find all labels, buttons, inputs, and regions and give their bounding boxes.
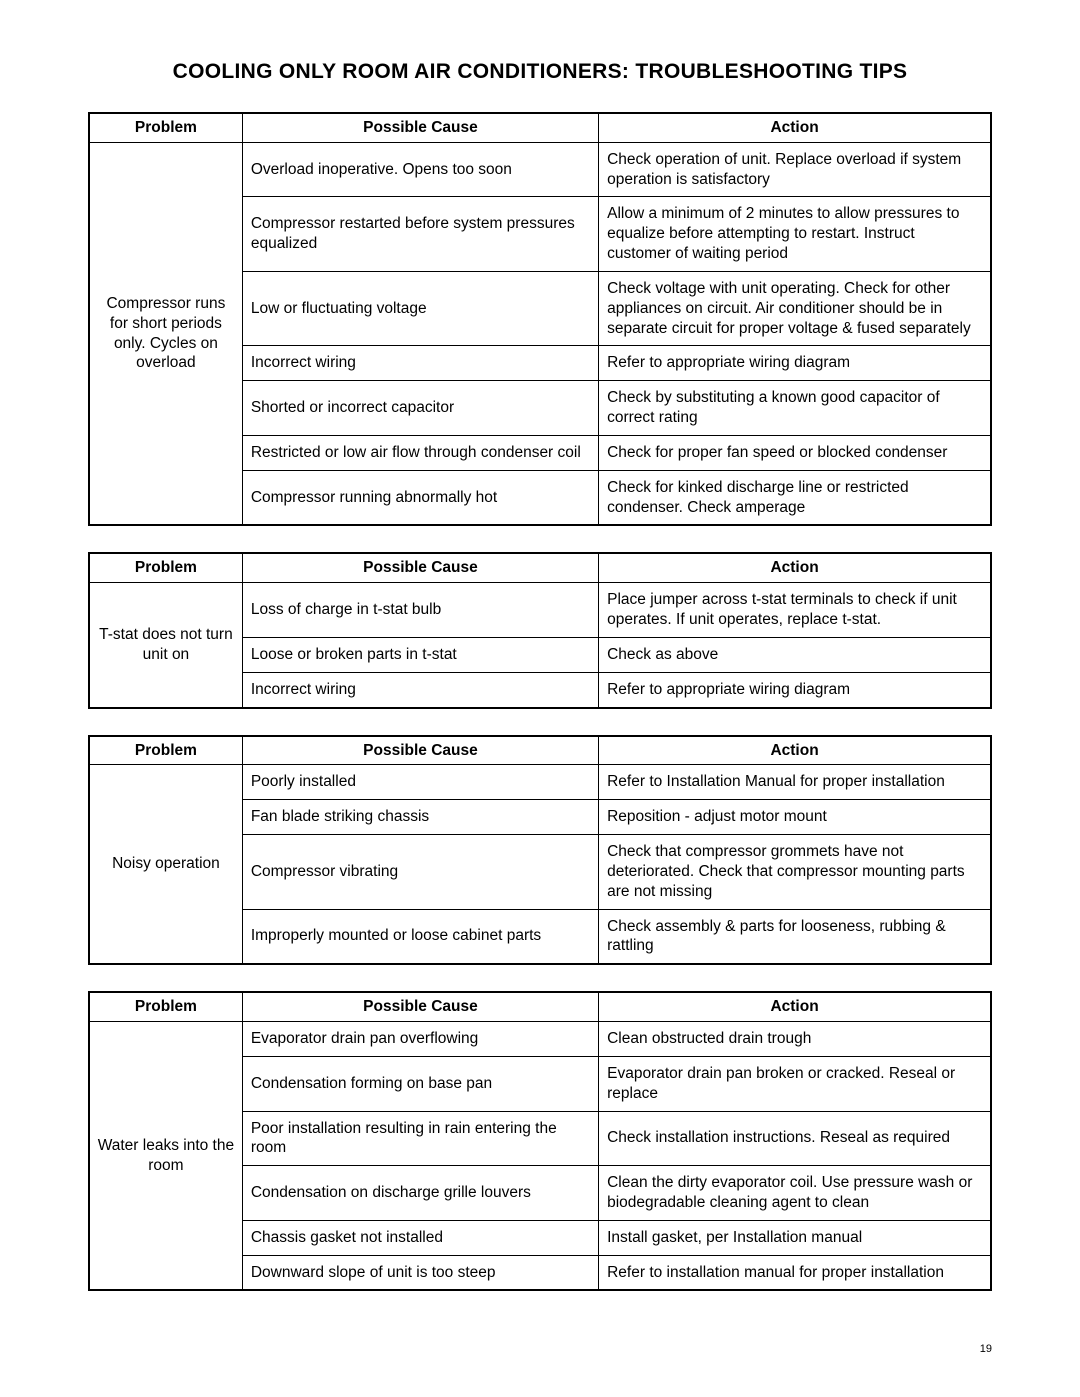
action-cell: Check that compressor grommets have not … xyxy=(599,835,991,909)
column-header-cause: Possible Cause xyxy=(242,736,598,765)
action-cell: Check by substituting a known good capac… xyxy=(599,381,991,436)
cause-cell: Condensation forming on base pan xyxy=(242,1056,598,1111)
action-cell: Check installation instructions. Reseal … xyxy=(599,1111,991,1166)
table-row: Compressor runs for short periods only. … xyxy=(89,142,991,197)
table-row: Noisy operationPoorly installedRefer to … xyxy=(89,765,991,800)
column-header-action: Action xyxy=(599,553,991,582)
column-header-problem: Problem xyxy=(89,736,242,765)
action-cell: Install gasket, per Installation manual xyxy=(599,1220,991,1255)
action-cell: Check as above xyxy=(599,637,991,672)
action-cell: Check for kinked discharge line or restr… xyxy=(599,470,991,525)
cause-cell: Low or fluctuating voltage xyxy=(242,271,598,345)
action-cell: Reposition - adjust motor mount xyxy=(599,800,991,835)
problem-cell: Compressor runs for short periods only. … xyxy=(89,142,242,525)
column-header-problem: Problem xyxy=(89,113,242,142)
action-cell: Check voltage with unit operating. Check… xyxy=(599,271,991,345)
troubleshooting-table: ProblemPossible CauseActionT-stat does n… xyxy=(88,552,992,708)
action-cell: Place jumper across t-stat terminals to … xyxy=(599,583,991,638)
action-cell: Evaporator drain pan broken or cracked. … xyxy=(599,1056,991,1111)
cause-cell: Downward slope of unit is too steep xyxy=(242,1255,598,1290)
problem-cell: T-stat does not turn unit on xyxy=(89,583,242,708)
action-cell: Clean obstructed drain trough xyxy=(599,1022,991,1057)
column-header-action: Action xyxy=(599,113,991,142)
problem-cell: Noisy operation xyxy=(89,765,242,964)
page-number: 19 xyxy=(980,1343,992,1355)
column-header-action: Action xyxy=(599,736,991,765)
tables-container: ProblemPossible CauseActionCompressor ru… xyxy=(88,112,992,1291)
cause-cell: Chassis gasket not installed xyxy=(242,1220,598,1255)
troubleshooting-table: ProblemPossible CauseActionNoisy operati… xyxy=(88,735,992,966)
column-header-problem: Problem xyxy=(89,992,242,1021)
action-cell: Refer to installation manual for proper … xyxy=(599,1255,991,1290)
action-cell: Check assembly & parts for looseness, ru… xyxy=(599,909,991,964)
page: COOLING ONLY ROOM AIR CONDITIONERS: TROU… xyxy=(0,0,1080,1397)
troubleshooting-table: ProblemPossible CauseActionCompressor ru… xyxy=(88,112,992,526)
action-cell: Check for proper fan speed or blocked co… xyxy=(599,435,991,470)
column-header-action: Action xyxy=(599,992,991,1021)
cause-cell: Condensation on discharge grille louvers xyxy=(242,1166,598,1221)
cause-cell: Poor installation resulting in rain ente… xyxy=(242,1111,598,1166)
action-cell: Allow a minimum of 2 minutes to allow pr… xyxy=(599,197,991,271)
cause-cell: Improperly mounted or loose cabinet part… xyxy=(242,909,598,964)
table-row: Water leaks into the roomEvaporator drai… xyxy=(89,1022,991,1057)
column-header-cause: Possible Cause xyxy=(242,553,598,582)
cause-cell: Compressor restarted before system press… xyxy=(242,197,598,271)
action-cell: Check operation of unit. Replace overloa… xyxy=(599,142,991,197)
cause-cell: Shorted or incorrect capacitor xyxy=(242,381,598,436)
cause-cell: Loss of charge in t-stat bulb xyxy=(242,583,598,638)
action-cell: Refer to Installation Manual for proper … xyxy=(599,765,991,800)
table-row: T-stat does not turn unit onLoss of char… xyxy=(89,583,991,638)
cause-cell: Compressor running abnormally hot xyxy=(242,470,598,525)
cause-cell: Restricted or low air flow through conde… xyxy=(242,435,598,470)
column-header-problem: Problem xyxy=(89,553,242,582)
action-cell: Refer to appropriate wiring diagram xyxy=(599,346,991,381)
action-cell: Clean the dirty evaporator coil. Use pre… xyxy=(599,1166,991,1221)
troubleshooting-table: ProblemPossible CauseActionWater leaks i… xyxy=(88,991,992,1291)
cause-cell: Overload inoperative. Opens too soon xyxy=(242,142,598,197)
column-header-cause: Possible Cause xyxy=(242,113,598,142)
page-title: COOLING ONLY ROOM AIR CONDITIONERS: TROU… xyxy=(88,60,992,84)
action-cell: Refer to appropriate wiring diagram xyxy=(599,672,991,707)
cause-cell: Incorrect wiring xyxy=(242,346,598,381)
cause-cell: Incorrect wiring xyxy=(242,672,598,707)
cause-cell: Poorly installed xyxy=(242,765,598,800)
cause-cell: Loose or broken parts in t-stat xyxy=(242,637,598,672)
cause-cell: Fan blade striking chassis xyxy=(242,800,598,835)
cause-cell: Compressor vibrating xyxy=(242,835,598,909)
cause-cell: Evaporator drain pan overflowing xyxy=(242,1022,598,1057)
problem-cell: Water leaks into the room xyxy=(89,1022,242,1291)
column-header-cause: Possible Cause xyxy=(242,992,598,1021)
